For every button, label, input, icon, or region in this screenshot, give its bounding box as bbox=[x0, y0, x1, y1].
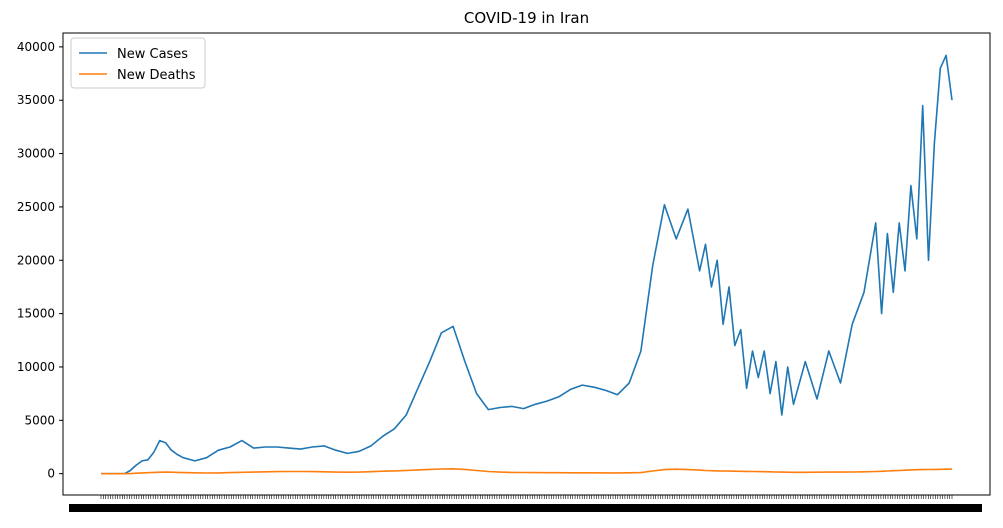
y-tick-label: 25000 bbox=[17, 200, 55, 214]
series-lines bbox=[101, 54, 953, 475]
new-cases-line bbox=[101, 54, 953, 475]
x-axis bbox=[69, 495, 982, 512]
y-tick-label: 35000 bbox=[17, 93, 55, 107]
y-tick-label: 40000 bbox=[17, 40, 55, 54]
legend: New Cases New Deaths bbox=[70, 37, 206, 89]
new-deaths-line bbox=[101, 468, 953, 475]
x-tick-labels-overlap bbox=[69, 504, 982, 512]
legend-label-new-deaths: New Deaths bbox=[117, 68, 196, 83]
y-tick-label: 15000 bbox=[17, 307, 55, 321]
plot-frame bbox=[62, 32, 991, 496]
y-tick-label: 5000 bbox=[24, 413, 55, 427]
y-tick-label: 30000 bbox=[17, 147, 55, 161]
legend-label-new-cases: New Cases bbox=[117, 47, 188, 62]
legend-box bbox=[70, 37, 206, 89]
chart-title: COVID-19 in Iran bbox=[464, 9, 589, 27]
y-tick-label: 10000 bbox=[17, 360, 55, 374]
y-tick-label: 20000 bbox=[17, 253, 55, 267]
y-tick-label: 0 bbox=[47, 467, 55, 481]
y-axis: 0 5000 10000 15000 20000 25000 30000 35000 40000 bbox=[17, 40, 63, 481]
